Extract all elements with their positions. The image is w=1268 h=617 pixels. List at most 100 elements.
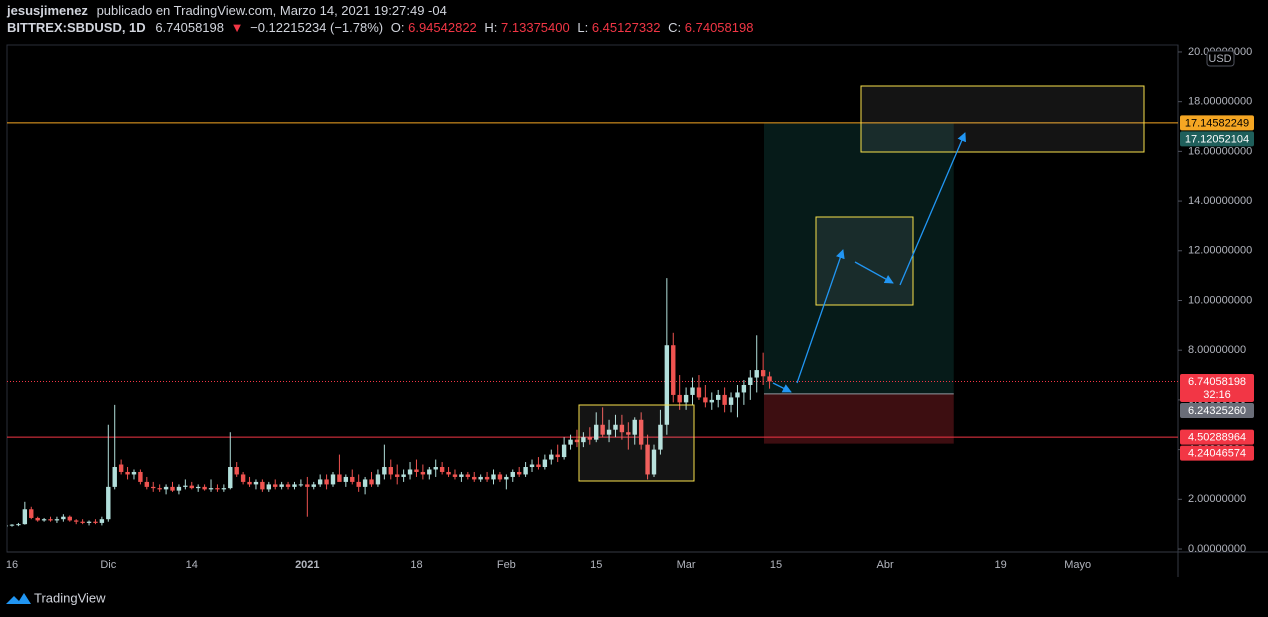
candle-body xyxy=(658,424,663,450)
candle-body xyxy=(491,474,496,480)
candle-body xyxy=(594,424,599,440)
candle-body xyxy=(48,519,53,521)
y-tick-label: 2.00000000 xyxy=(1188,493,1246,505)
logo-shape xyxy=(6,593,31,604)
header-line-2: BITTREX:SBDUSD, 1D 6.74058198 ▼ −0.12215… xyxy=(7,20,753,35)
candle-body xyxy=(632,419,637,435)
candle-body xyxy=(215,488,220,490)
arrow xyxy=(796,249,845,384)
candle-body xyxy=(395,474,400,477)
candle-body xyxy=(626,432,631,435)
candle-body xyxy=(93,521,98,523)
candle-body xyxy=(452,474,458,477)
x-tick-label: Mar xyxy=(677,559,696,571)
y-tick-label: 8.00000000 xyxy=(1188,344,1246,356)
range-box xyxy=(578,404,695,482)
candle-body xyxy=(606,429,612,435)
candle-body xyxy=(330,474,336,485)
candle-body xyxy=(7,525,8,527)
candle-body xyxy=(581,437,586,443)
x-tick-label: 18 xyxy=(410,559,422,571)
arrow xyxy=(772,382,792,393)
x-tick-label: 2021 xyxy=(295,559,319,571)
x-tick-label: Abr xyxy=(877,559,894,571)
low-label: L: xyxy=(577,20,588,35)
candle-body xyxy=(144,481,150,487)
candles xyxy=(7,278,772,527)
candle-body xyxy=(253,481,259,485)
candle-body xyxy=(671,345,676,395)
candle-body xyxy=(523,467,528,475)
range-box xyxy=(815,216,914,306)
x-tick-label: 15 xyxy=(590,559,602,571)
candle-body xyxy=(465,474,471,477)
loss-zone xyxy=(763,393,954,444)
price-label-box xyxy=(1180,402,1254,418)
candle-body xyxy=(433,467,438,470)
candle-body xyxy=(112,467,117,487)
price-label: 6.24325260 xyxy=(1188,405,1246,417)
candle-body xyxy=(510,471,515,477)
candle-body xyxy=(638,419,644,445)
candle-body xyxy=(645,444,650,475)
candle-body xyxy=(22,509,28,525)
profit-zone xyxy=(763,123,954,394)
x-tick-label: 19 xyxy=(995,559,1007,571)
candle-body xyxy=(375,474,381,485)
y-tick-label: 0.00000000 xyxy=(1188,543,1246,555)
candle-body xyxy=(189,485,194,489)
currency-badge xyxy=(1206,50,1235,67)
candle-body xyxy=(439,467,445,472)
price-label: 4.24046574 xyxy=(1188,448,1246,460)
candle-body xyxy=(266,484,271,490)
candle-body xyxy=(157,488,162,490)
candle-body xyxy=(234,467,239,475)
candle-body xyxy=(35,517,40,521)
candle-body xyxy=(651,449,657,475)
candle-body xyxy=(228,467,233,489)
candle-body xyxy=(240,474,246,482)
candle-body xyxy=(221,488,227,490)
candle-body xyxy=(343,476,349,482)
candle-body xyxy=(478,476,483,480)
candle-body xyxy=(568,439,573,445)
candle-body xyxy=(709,399,714,403)
candle-body xyxy=(118,464,124,472)
author: jesusjimenez xyxy=(6,3,88,18)
candle-body xyxy=(504,476,509,480)
open: 6.94542822 xyxy=(408,20,477,35)
price-label: 17.12052104 xyxy=(1185,133,1249,145)
candle-body xyxy=(472,476,477,480)
candle-body xyxy=(61,516,66,520)
x-tick-label: Feb xyxy=(497,559,516,571)
candle-body xyxy=(183,485,188,487)
candle-body xyxy=(516,471,522,475)
position-zones xyxy=(7,122,1178,444)
change-arrow: ▼ xyxy=(231,20,244,35)
candle-body xyxy=(279,484,284,487)
candle-body xyxy=(401,474,406,477)
candle-body xyxy=(760,370,766,377)
candle-body xyxy=(131,471,137,475)
candle-body xyxy=(285,484,291,487)
price-label-box xyxy=(1180,115,1254,131)
candle-body xyxy=(728,397,734,405)
price-label-box xyxy=(1180,445,1254,461)
axes: 0.000000002.000000004.000000006.00000000… xyxy=(6,46,1254,571)
candle-body xyxy=(369,479,374,485)
price-label-box xyxy=(1180,373,1254,402)
candle-body xyxy=(690,387,695,395)
candle-body xyxy=(106,486,111,520)
candle-body xyxy=(427,469,432,475)
candle-body xyxy=(549,454,554,460)
candle-body xyxy=(163,486,169,490)
candle-body xyxy=(414,469,419,472)
price-label: 6.74058198 xyxy=(1188,376,1246,388)
candle-body xyxy=(683,394,689,403)
price-label: 4.50288964 xyxy=(1188,432,1246,444)
candle-body xyxy=(767,376,772,382)
candle-body xyxy=(748,377,753,385)
candle-body xyxy=(555,454,560,458)
candle-body xyxy=(542,459,548,468)
